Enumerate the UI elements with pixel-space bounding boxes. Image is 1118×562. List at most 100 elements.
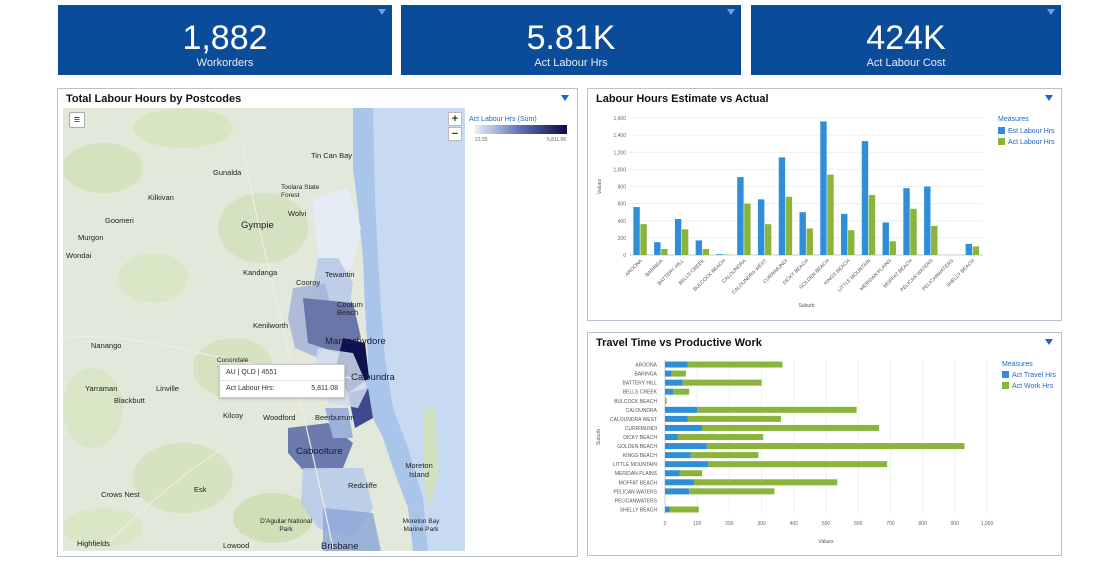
filter-icon[interactable]: [378, 9, 386, 15]
y-tick-label: CURRIMUNDI: [625, 426, 657, 432]
bar-act: [868, 195, 876, 255]
map-place-label: Caboolture: [296, 446, 343, 457]
x-tick-label: 100: [693, 521, 702, 527]
y-axis-label: Suburb: [596, 429, 602, 445]
kpi-value: 424K: [866, 19, 946, 57]
zoom-out-button[interactable]: −: [448, 127, 462, 141]
y-tick-label: KINGS BEACH: [623, 453, 658, 459]
x-tick-label: 800: [918, 521, 927, 527]
tooltip-divider: [220, 380, 344, 381]
travel-time-chart: 0 100 200 300 400 500 600 700 800 900 1,000 AROONA B…: [596, 360, 1056, 545]
bar-travel: [665, 479, 694, 486]
map-place-label: Moreton Island: [405, 461, 433, 479]
bar-est: [820, 121, 827, 255]
bar-est: [695, 240, 703, 255]
map-panel: Total Labour Hours by Postcodes: [57, 88, 578, 557]
legend-swatch: [998, 138, 1005, 145]
y-tick-label: 800: [618, 185, 627, 191]
bar-est: [778, 157, 786, 255]
bar-work: [687, 415, 781, 422]
legend-title: Measures: [1002, 361, 1033, 368]
map-place-label: Conondale: [217, 357, 249, 364]
map-place-label: D'Aguilar National Park: [260, 518, 312, 533]
y-tick-label: CALOUNDRA: [626, 408, 658, 414]
map-place-label: Coolum Beach: [337, 300, 363, 317]
y-tick-label: 1,400: [613, 133, 626, 139]
bar-work: [706, 443, 965, 450]
bar-work: [669, 506, 699, 513]
map-panel-title: Total Labour Hours by Postcodes: [66, 93, 242, 105]
zoom-in-button[interactable]: +: [448, 112, 462, 126]
x-axis-label: Values: [819, 539, 834, 545]
map-place-label: Crows Nest: [101, 490, 140, 499]
y-tick-label: CALOUNDRA WEST: [610, 417, 657, 423]
filter-icon[interactable]: [727, 9, 735, 15]
bar-travel: [665, 470, 680, 477]
labour-estimate-chart: 0 200 400 600 800 1,000 1,200 1,400 1,600 AROONA B…: [597, 116, 1055, 309]
filter-icon[interactable]: [1045, 339, 1053, 345]
filter-icon[interactable]: [561, 95, 569, 101]
bar-act: [702, 249, 710, 255]
bar-travel: [665, 370, 672, 377]
map-place-label: Redcliffe: [348, 481, 378, 490]
y-tick-label: 200: [618, 236, 627, 242]
bar-act: [681, 229, 689, 255]
bar-est: [757, 199, 765, 255]
legend-swatch: [1002, 382, 1009, 389]
bar-est: [841, 213, 848, 255]
map-place-label: Gunalda: [213, 168, 242, 177]
legend-label: Act Travel Hrs: [1012, 372, 1056, 379]
map-place-label: Kilkivan: [148, 193, 174, 202]
x-tick-label: 300: [757, 521, 766, 527]
legend-label: Act Work Hrs: [1012, 383, 1054, 390]
map-place-label: Lowood: [223, 541, 250, 550]
filter-icon[interactable]: [1045, 95, 1053, 101]
y-tick-label: MOFFAT BEACH: [619, 480, 658, 486]
y-tick-label: 1,200: [613, 150, 626, 156]
map-place-label: Linville: [156, 384, 179, 393]
y-tick-label: BELLS CREEK: [623, 390, 658, 396]
y-tick-label: BARINGA: [634, 372, 657, 378]
map-place-label: Caloundra: [351, 372, 395, 383]
y-tick-label: 1,600: [613, 116, 626, 122]
map-place-label: Kenilworth: [253, 321, 289, 330]
bar-travel: [665, 424, 703, 431]
layers-icon[interactable]: ≡: [69, 112, 85, 128]
bar-est: [633, 207, 640, 255]
chart-title: Labour Hours Estimate vs Actual: [596, 93, 769, 105]
kpi-act-labour-cost[interactable]: 424K Act Labour Cost: [751, 5, 1061, 75]
legend-swatch: [1002, 371, 1009, 378]
tooltip-location: AU | QLD | 4551: [226, 369, 278, 376]
map-place-label: Brisbane: [321, 541, 359, 551]
filter-icon[interactable]: [1047, 9, 1055, 15]
bar-est: [965, 243, 973, 255]
kpi-workorders[interactable]: 1,882 Workorders: [58, 5, 392, 75]
kpi-label: Act Labour Hrs: [534, 57, 608, 69]
legend-title: Measures: [998, 116, 1029, 123]
map-place-label: Murgon: [78, 233, 104, 242]
kpi-act-labour-hrs[interactable]: 5.81K Act Labour Hrs: [401, 5, 741, 75]
map-place-label: Toolara State Forest: [281, 184, 320, 199]
y-tick-label: BULCOCK BEACH: [614, 399, 657, 405]
map-view[interactable]: ≡ + − Tin Can Bay Gunalda Toolara State …: [63, 108, 465, 551]
bar-work: [665, 397, 667, 404]
bar-travel: [665, 406, 698, 413]
map-place-label: Yarraman: [85, 384, 118, 393]
bar-act: [744, 203, 751, 255]
y-tick-label: AROONA: [635, 363, 657, 369]
bar-est: [737, 177, 744, 255]
y-tick-label: DICKY BEACH: [623, 435, 657, 441]
y-tick-label: 1,000: [613, 167, 626, 173]
map-place-label: Esk: [194, 485, 207, 494]
bar-act: [931, 225, 938, 255]
bar-work: [677, 434, 764, 440]
bar-est: [654, 242, 661, 255]
bar-act: [764, 224, 772, 255]
bar-travel: [665, 379, 683, 386]
map-place-label: Kilcoy: [223, 411, 244, 420]
bar-est: [924, 186, 931, 255]
y-axis-label: Values: [597, 179, 603, 194]
map-tooltip: AU | QLD | 4551 Act Labour Hrs: 5,811.08: [219, 364, 345, 398]
map-place-label: Highfields: [77, 539, 110, 548]
x-axis-label: Suburb: [798, 303, 814, 309]
